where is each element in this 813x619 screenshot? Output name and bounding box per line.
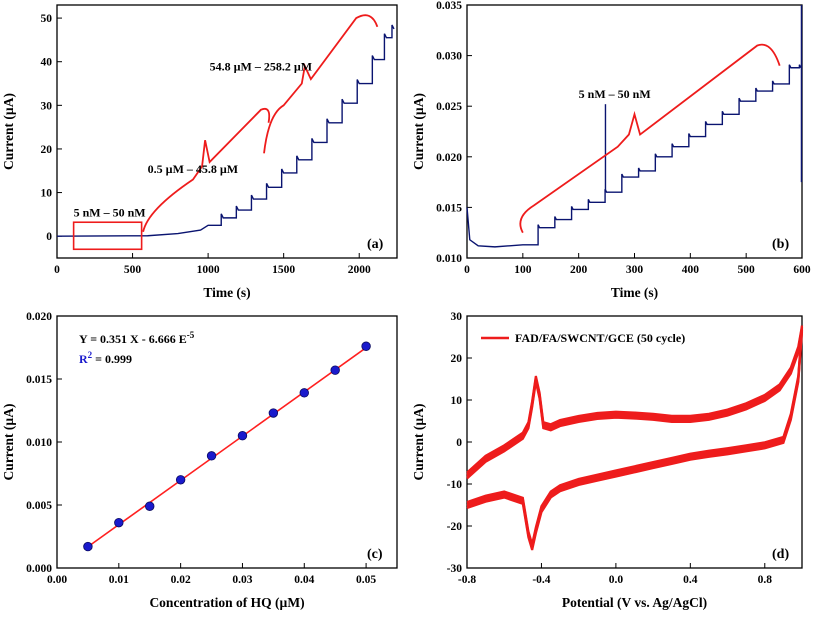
r-squared-c: R2 = 0.999 — [79, 350, 132, 366]
y-tick-label-d: -20 — [447, 521, 463, 533]
y-tick-label-b: 0.010 — [436, 253, 462, 265]
x-tick-label-d: -0.4 — [532, 574, 550, 586]
x-tick-label-c: 0.05 — [356, 574, 376, 586]
data-point-c — [206, 451, 217, 461]
series-line-a — [56, 24, 395, 237]
x-tick-label-b: 400 — [682, 264, 700, 276]
data-point-c — [268, 408, 279, 418]
x-tick-label-b: 500 — [738, 264, 756, 276]
x-tick-label-b: 600 — [793, 264, 811, 276]
panel-label-b: (b) — [772, 237, 789, 252]
x-tick-label-d: 0.0 — [609, 574, 624, 586]
data-point-c — [361, 341, 371, 351]
y-tick-label-b: 0.020 — [436, 152, 462, 164]
y-tick-label-c: 0.010 — [26, 437, 52, 449]
data-point-c — [114, 517, 124, 528]
series-line-b — [466, 64, 802, 248]
cv-trace-1 — [466, 325, 804, 545]
data-point-c — [237, 431, 248, 441]
x-tick-label-d: 0.4 — [683, 574, 698, 586]
x-tick-label-c: 0.04 — [294, 574, 314, 586]
y-tick-label-b: 0.030 — [436, 51, 462, 63]
y-tick-label-a: 20 — [41, 144, 53, 156]
y-tick-label-c: 0.000 — [26, 563, 52, 575]
y-tick-label-c: 0.005 — [26, 500, 52, 512]
y-axis-label-a: Current (µA) — [1, 93, 16, 170]
x-tick-label-c: 0.01 — [109, 574, 129, 586]
y-tick-label-d: 30 — [451, 311, 463, 323]
panel-label-a: (a) — [367, 237, 384, 252]
x-tick-label-b: 200 — [570, 264, 588, 276]
plot-frame-a — [56, 4, 398, 259]
fit-equation-c: Y = 0.351 X - 6.666 E-5 — [79, 330, 195, 346]
y-tick-label-d: -10 — [447, 479, 463, 491]
x-tick-label-b: 0 — [464, 264, 470, 276]
y-tick-label-c: 0.020 — [26, 311, 52, 323]
x-tick-label-a: 0 — [54, 264, 60, 276]
annotation-brace-a-1 — [142, 107, 271, 233]
x-tick-label-b: 100 — [514, 264, 532, 276]
x-axis-label-c: Concentration of HQ (µM) — [149, 595, 304, 610]
y-tick-label-b: 0.025 — [436, 101, 462, 113]
plot-frame-b — [466, 4, 803, 259]
x-tick-label-b: 300 — [626, 264, 644, 276]
panel-label-d: (d) — [772, 547, 789, 562]
annotation-label-a-1: 5 nM – 50 nM — [74, 206, 146, 220]
x-tick-label-d: 0.8 — [758, 574, 773, 586]
y-tick-label-c: 0.015 — [26, 374, 52, 386]
fit-line-c — [87, 347, 367, 548]
annotation-brace-b — [519, 43, 781, 234]
x-tick-label-a: 1500 — [272, 264, 295, 276]
panel-label-c: (c) — [367, 547, 383, 562]
legend-label-d: FAD/FA/SWCNT/GCE (50 cycle) — [515, 331, 685, 345]
x-tick-label-c: 0.03 — [232, 574, 252, 586]
y-tick-label-a: 50 — [41, 13, 53, 25]
annotation-label-b: 5 nM – 50 nM — [579, 87, 651, 101]
y-tick-label-d: -30 — [447, 563, 463, 575]
x-tick-label-c: 0.02 — [171, 574, 191, 586]
x-axis-label-a: Time (s) — [203, 285, 250, 300]
data-point-c — [175, 475, 186, 485]
y-tick-label-a: 30 — [41, 100, 53, 112]
y-axis-label-b: Current (µA) — [411, 93, 426, 170]
x-tick-label-a: 500 — [124, 264, 142, 276]
annotation-box-a — [72, 221, 143, 251]
x-tick-label-d: -0.8 — [458, 574, 476, 586]
x-axis-label-b: Time (s) — [611, 285, 658, 300]
annotation-brace-a-2 — [263, 14, 379, 154]
annotation-label-a-2: 0.5 µM – 45.8 µM — [148, 162, 238, 176]
y-tick-label-b: 0.035 — [436, 0, 462, 12]
x-axis-label-d: Potential (V vs. Ag/AgCl) — [562, 595, 707, 610]
cv-trace-0 — [466, 331, 804, 480]
cv-trace-1 — [466, 331, 804, 551]
x-tick-label-a: 2000 — [348, 264, 371, 276]
y-tick-label-d: 0 — [456, 437, 462, 449]
y-tick-label-d: 20 — [451, 353, 463, 365]
data-point-c — [145, 501, 155, 511]
data-point-c — [299, 388, 309, 398]
x-tick-label-c: 0.00 — [47, 574, 67, 586]
y-axis-label-d: Current (µA) — [411, 404, 426, 481]
data-point-c — [330, 365, 340, 375]
annotation-label-a-3: 54.8 µM – 258.2 µM — [210, 59, 312, 73]
x-tick-label-a: 1000 — [197, 264, 220, 276]
y-tick-label-a: 40 — [41, 57, 53, 69]
y-tick-label-b: 0.015 — [436, 202, 462, 214]
y-tick-label-a: 0 — [46, 231, 52, 243]
y-tick-label-a: 10 — [41, 188, 53, 200]
data-point-c — [83, 541, 93, 552]
y-axis-label-c: Current (µA) — [1, 404, 16, 481]
y-tick-label-d: 10 — [451, 395, 463, 407]
